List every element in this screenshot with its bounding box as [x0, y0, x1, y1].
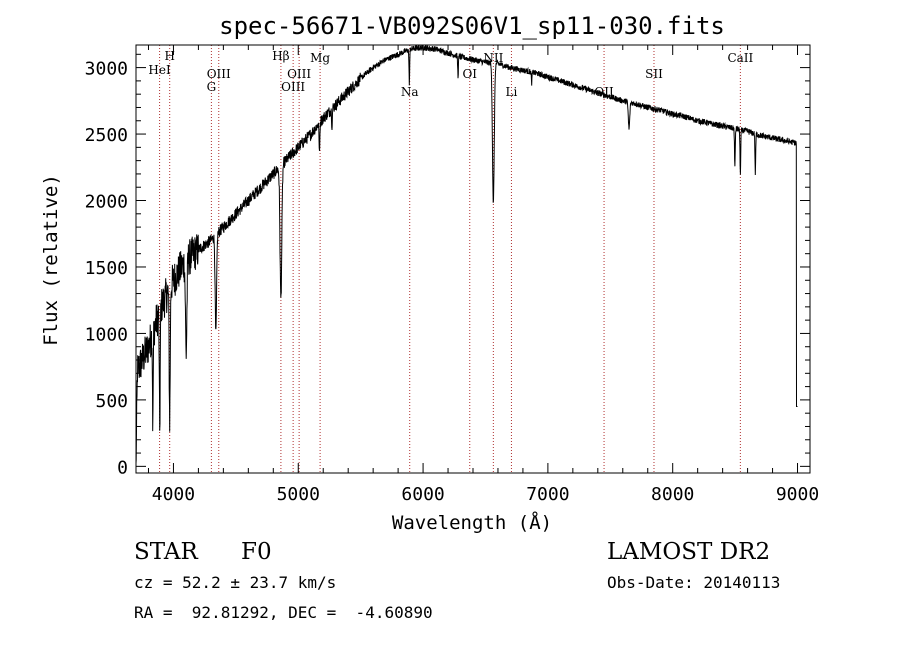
line-marker-label: Li [506, 85, 518, 99]
y-tick-label: 2500 [85, 125, 128, 146]
y-tick-label: 2000 [85, 192, 128, 213]
y-tick-label: 1000 [85, 324, 128, 345]
x-tick-label: 7000 [526, 484, 569, 505]
line-marker-label: OI [462, 67, 477, 81]
line-marker-label: HeI [148, 63, 171, 77]
spectrum-line [135, 44, 798, 464]
line-marker-label: OIII [281, 80, 305, 94]
line-marker-label: CaII [727, 51, 753, 65]
x-tick-label: 8000 [651, 484, 694, 505]
y-tick-label: 1500 [85, 258, 128, 279]
x-tick-label: 9000 [776, 484, 819, 505]
y-tick-label: 0 [117, 457, 128, 478]
plot-frame [135, 44, 811, 474]
y-axis-label: Flux (relative) [40, 174, 62, 346]
x-tick-label: 4000 [152, 484, 195, 505]
line-marker-label: Hβ [272, 49, 289, 63]
line-marker-label: G [207, 80, 217, 94]
redshift-value: cz = 52.2 ± 23.7 km/s [134, 573, 337, 592]
y-tick-label: 3000 [85, 59, 128, 80]
observation-date: Obs-Date: 20140113 [607, 573, 781, 592]
chart-title: spec-56671-VB092S06V1_sp11-030.fits [219, 12, 725, 40]
line-marker-label: Mg [310, 51, 330, 65]
spectrum-series [135, 44, 798, 464]
spectral-subclass: F0 [241, 539, 272, 565]
y-tick-label: 500 [95, 391, 128, 412]
line-marker-label: SII [645, 67, 663, 81]
coordinates: RA = 92.81292, DEC = -4.60890 [134, 603, 433, 622]
line-marker-label: Na [401, 85, 419, 99]
x-axis-label: Wavelength (Å) [392, 511, 552, 534]
line-marker-label: H [164, 49, 174, 63]
y-axis: 0 500 1000 1500 2000 2500 3000 [85, 53, 810, 478]
x-tick-label: 5000 [277, 484, 320, 505]
x-axis: 4000 5000 6000 7000 8000 9000 [147, 45, 819, 505]
object-class: STAR [134, 539, 198, 565]
x-tick-label: 6000 [401, 484, 444, 505]
line-marker-label: OIII [207, 67, 231, 81]
line-marker-label: OIII [287, 67, 311, 81]
survey-name: LAMOST DR2 [607, 539, 771, 565]
